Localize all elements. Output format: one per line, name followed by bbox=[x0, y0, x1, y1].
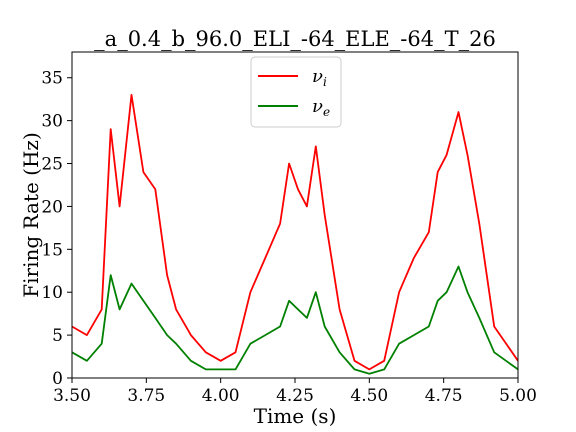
legend: νi νe bbox=[250, 56, 342, 128]
y-tick-label: 0 bbox=[52, 369, 63, 389]
y-tick-label: 35 bbox=[41, 69, 63, 89]
y-tick-label: 30 bbox=[41, 112, 63, 132]
legend-label-nu-i: νi bbox=[312, 66, 327, 89]
y-tick-label: 20 bbox=[41, 197, 63, 217]
y-axis: 0 5 10 15 20 25 30 35 bbox=[41, 69, 72, 389]
series-line-nu-e bbox=[72, 265, 518, 375]
x-tick-label: 4.00 bbox=[202, 386, 240, 406]
x-tick-label: 3.50 bbox=[53, 386, 91, 406]
x-axis: 3.50 3.75 4.00 4.25 4.50 4.75 5.00 bbox=[53, 378, 537, 406]
series-layer bbox=[72, 94, 518, 375]
x-tick-label: 4.50 bbox=[350, 386, 388, 406]
y-tick-label: 10 bbox=[41, 283, 63, 303]
series-line-nu-i bbox=[72, 94, 518, 371]
legend-subscript-nu-e: e bbox=[323, 105, 330, 119]
y-tick-label: 25 bbox=[41, 155, 63, 175]
x-axis-label: Time (s) bbox=[254, 404, 337, 428]
x-tick-label: 4.25 bbox=[276, 386, 314, 406]
y-tick-label: 5 bbox=[52, 326, 63, 346]
y-tick-label: 15 bbox=[41, 240, 63, 260]
legend-subscript-nu-i: i bbox=[323, 75, 327, 89]
legend-symbol-nu-i: ν bbox=[312, 66, 323, 87]
legend-label-nu-e: νe bbox=[312, 96, 330, 119]
x-tick-label: 4.75 bbox=[425, 386, 463, 406]
legend-symbol-nu-e: ν bbox=[312, 96, 323, 117]
x-tick-label: 3.75 bbox=[127, 386, 165, 406]
legend-box bbox=[250, 56, 342, 128]
y-axis-label: Firing Rate (Hz) bbox=[19, 132, 43, 298]
x-tick-label: 5.00 bbox=[499, 386, 537, 406]
chart-title: _a_0.4_b_96.0_ELI_-64_ELE_-64_T_26 bbox=[94, 27, 496, 51]
